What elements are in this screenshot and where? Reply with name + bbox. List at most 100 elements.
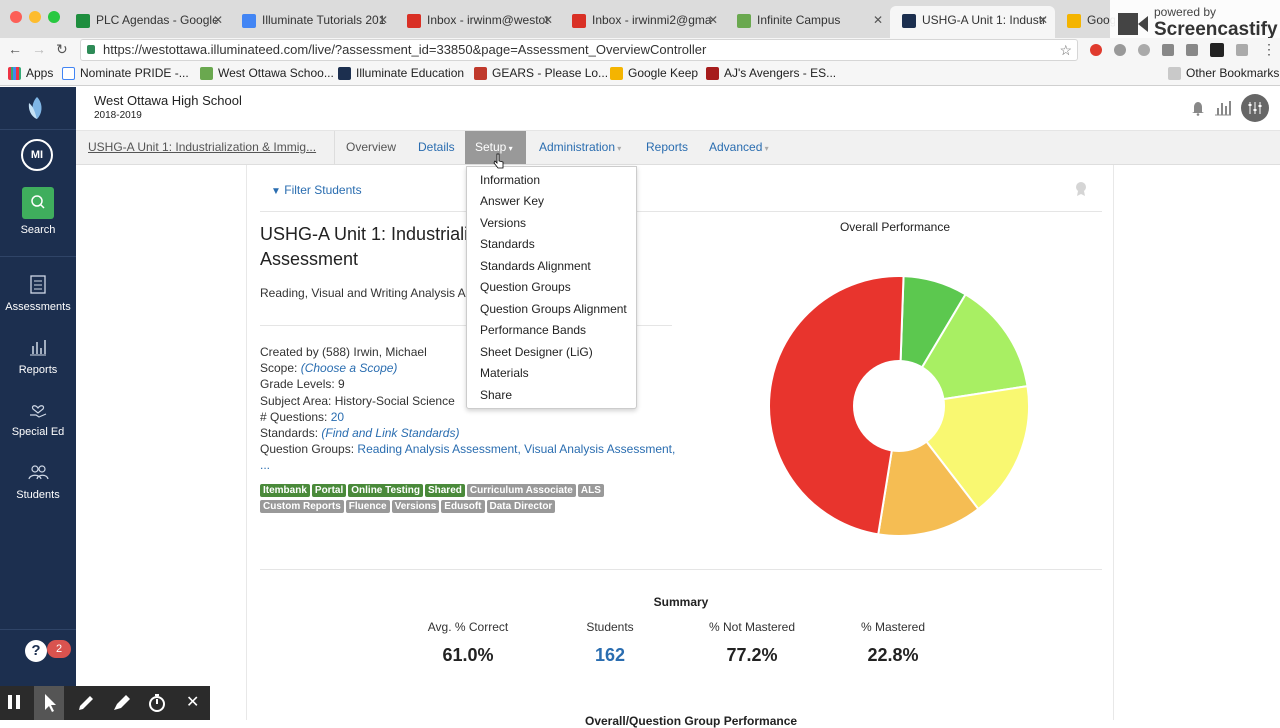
nav-label: Special Ed — [11, 426, 65, 438]
students-count-link[interactable]: 162 — [594, 645, 626, 665]
browser-tab-active[interactable]: USHG-A Unit 1: Industr ✕ — [890, 6, 1055, 38]
highlighter-icon[interactable] — [112, 693, 132, 713]
menu-item-standards[interactable]: Standards — [480, 237, 535, 251]
browser-tab[interactable]: PLC Agendas - Google ✕ — [64, 6, 230, 38]
close-toolbar-icon[interactable]: ✕ — [186, 694, 200, 711]
bookmark-item[interactable]: Nominate PRIDE -... — [62, 66, 189, 80]
badges-row: Itembank Portal Online Testing Shared Curric… — [260, 482, 606, 497]
award-icon[interactable] — [1074, 181, 1088, 197]
question-groups-link[interactable]: Reading Analysis Assessment, Visual Anal… — [357, 442, 676, 457]
menu-item-standards-alignment[interactable]: Standards Alignment — [480, 259, 591, 273]
choose-scope-link[interactable]: (Choose a Scope) — [300, 361, 398, 376]
extension-icon[interactable] — [1210, 43, 1224, 57]
settings-sliders-button[interactable] — [1241, 94, 1269, 122]
tab-details[interactable]: Details — [418, 140, 455, 154]
bookmark-item[interactable]: AJ's Avengers - ES... — [706, 66, 836, 80]
nav-divider — [0, 256, 76, 257]
browser-tab[interactable]: Inbox - irwinmi2@gma ✕ — [560, 6, 725, 38]
bookmark-item[interactable]: Google Keep — [610, 66, 698, 80]
bookmark-item[interactable]: Illuminate Education — [338, 66, 464, 80]
questions-count-link[interactable]: 20 — [330, 409, 345, 424]
find-standards-link[interactable]: (Find and Link Standards) — [321, 426, 460, 441]
help-button[interactable]: ? — [25, 640, 47, 662]
tab-overview[interactable]: Overview — [346, 140, 397, 154]
badge: Data Director — [486, 500, 556, 513]
summary-title: Summary — [653, 595, 709, 609]
bookmark-icon — [474, 67, 487, 80]
menu-item-answer-key[interactable]: Answer Key — [480, 194, 545, 208]
menu-item-sheet-designer[interactable]: Sheet Designer (LiG) — [480, 345, 593, 359]
tab-administration[interactable]: Administration ▾ — [529, 131, 631, 164]
pause-icon[interactable] — [8, 695, 20, 709]
hand-heart-icon — [30, 405, 47, 418]
nav-label: Assessments — [5, 301, 71, 313]
pie-slice-5[interactable] — [768, 275, 905, 536]
browser-tab[interactable]: Goog — [1055, 6, 1115, 38]
close-tab-icon[interactable]: ✕ — [872, 13, 883, 27]
tab-label: Illuminate Tutorials 201 — [262, 13, 386, 27]
close-tab-icon[interactable]: ✕ — [377, 13, 388, 27]
nav-item-assessments[interactable]: Assessments — [0, 273, 76, 313]
extension-icon[interactable] — [1236, 44, 1248, 56]
badge: Curriculum Associate — [466, 484, 576, 497]
timer-icon[interactable] — [147, 693, 167, 713]
illuminate-logo-icon[interactable] — [25, 95, 49, 121]
bell-icon[interactable] — [1190, 100, 1206, 116]
close-tab-icon[interactable]: ✕ — [542, 13, 553, 27]
close-tab-icon[interactable]: ✕ — [707, 13, 718, 27]
reload-icon[interactable]: ↻ — [56, 41, 68, 57]
nav-label: Students — [16, 489, 60, 501]
extension-icon[interactable] — [1090, 44, 1102, 56]
menu-item-share[interactable]: Share — [480, 388, 513, 402]
powered-by-text: powered by — [1154, 5, 1217, 19]
browser-tab[interactable]: Illuminate Tutorials 201 ✕ — [230, 6, 395, 38]
extension-icon[interactable] — [1162, 44, 1174, 56]
menu-item-performance-bands[interactable]: Performance Bands — [480, 323, 587, 337]
nav-item-search[interactable]: Search — [0, 187, 76, 236]
menu-item-question-groups[interactable]: Question Groups — [480, 280, 571, 294]
nav-item-students[interactable]: Students — [0, 461, 76, 501]
assessment-tabs-row: USHG-A Unit 1: Industrialization & Immig… — [76, 131, 1280, 165]
extension-icon[interactable] — [1186, 44, 1198, 56]
nav-item-reports[interactable]: Reports — [0, 336, 76, 376]
more-groups-link[interactable]: ... — [260, 458, 271, 473]
bookmark-other[interactable]: Other Bookmarks — [1168, 66, 1279, 80]
browser-tab[interactable]: Inbox - irwinm@westot ✕ — [395, 6, 560, 38]
close-window-button[interactable] — [10, 11, 22, 23]
maximize-window-button[interactable] — [48, 11, 60, 23]
chevron-down-icon: ▾ — [615, 144, 622, 153]
nav-item-special-ed[interactable]: Special Ed — [0, 398, 76, 438]
tab-reports[interactable]: Reports — [646, 140, 689, 154]
menu-icon[interactable]: ⋮ — [1262, 41, 1276, 57]
bookmark-item[interactable]: GEARS - Please Lo... — [474, 66, 608, 80]
url-input[interactable]: https://westottawa.illuminateed.com/live… — [80, 39, 1078, 61]
back-icon[interactable]: ← — [8, 41, 22, 57]
pointer-tool-button[interactable] — [34, 686, 64, 720]
extension-icon[interactable] — [1138, 44, 1150, 56]
forward-icon[interactable]: → — [32, 41, 46, 57]
menu-item-versions[interactable]: Versions — [480, 216, 527, 230]
bookmarks-bar: Apps Nominate PRIDE -... West Ottawa Sch… — [0, 62, 1280, 86]
browser-tab[interactable]: Infinite Campus ✕ — [725, 6, 890, 38]
nav-label: Reports — [18, 364, 58, 376]
bookmark-apps[interactable]: Apps — [8, 66, 53, 80]
minimize-window-button[interactable] — [29, 11, 41, 23]
close-tab-icon[interactable]: ✕ — [1037, 13, 1048, 27]
tab-advanced[interactable]: Advanced ▾ — [699, 131, 779, 164]
bookmark-item[interactable]: West Ottawa Schoo... — [200, 66, 334, 80]
assessment-breadcrumb[interactable]: USHG-A Unit 1: Industrialization & Immig… — [88, 140, 317, 154]
star-icon[interactable]: ☆ — [1059, 42, 1072, 58]
menu-item-information[interactable]: Information — [480, 173, 541, 187]
tab-setup[interactable]: Setup ▾ — [465, 131, 526, 164]
avatar[interactable]: MI — [21, 139, 53, 171]
menu-item-question-groups-alignment[interactable]: Question Groups Alignment — [480, 302, 627, 316]
menu-item-materials[interactable]: Materials — [480, 366, 529, 380]
section-title-cut: Overall/Question Group Performance — [585, 714, 798, 728]
filter-students-link[interactable]: ▼ Filter Students — [271, 183, 362, 197]
close-tab-icon[interactable]: ✕ — [212, 13, 223, 27]
extension-icon[interactable] — [1114, 44, 1126, 56]
pointer-icon — [45, 694, 56, 712]
avg-correct-label: Avg. % Correct — [427, 620, 509, 634]
chart-bars-icon[interactable] — [1214, 100, 1232, 116]
pen-icon[interactable] — [76, 693, 96, 713]
